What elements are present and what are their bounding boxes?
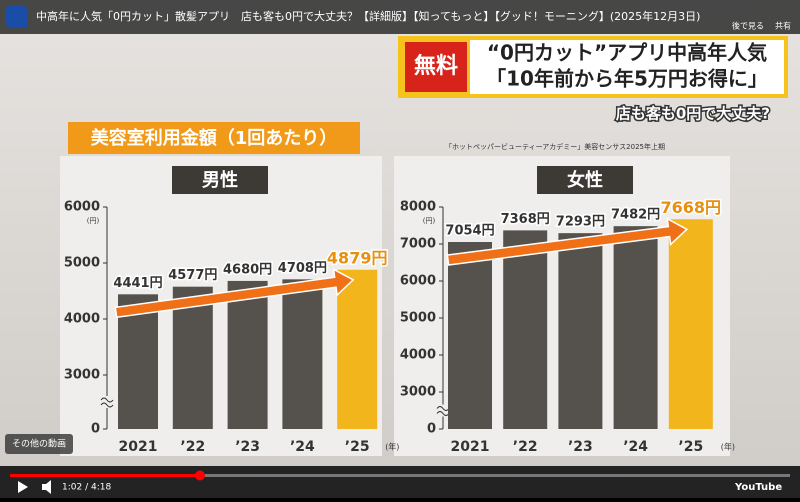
value-label: 4680円 [223, 262, 272, 277]
banner-sub: 店も客も0円で大丈夫? [616, 105, 770, 123]
value-label: 4708円 [278, 261, 327, 276]
value-label: 7482円 [611, 208, 660, 223]
bar [448, 242, 492, 429]
value-label: 4441円 [113, 276, 162, 291]
badge: 無料 [414, 53, 458, 79]
chart-title: 男性 [202, 169, 238, 191]
value-label: 4577円 [168, 268, 217, 283]
bar [558, 233, 603, 429]
axis-break [100, 397, 114, 408]
axis-break-gap [437, 404, 449, 417]
x-tick-label: ’23 [568, 439, 593, 455]
bar [503, 230, 548, 429]
control-bar [0, 466, 800, 498]
brand[interactable]: YouTube [734, 482, 782, 493]
x-tick-label: ’25 [345, 439, 370, 455]
chart-title-box [172, 166, 268, 194]
y-tick-label: 5000 [400, 311, 436, 326]
bar [668, 219, 713, 429]
bar [172, 286, 213, 429]
x-tick-label: ’22 [513, 439, 538, 455]
badge-box [405, 42, 467, 92]
banner-line1: “0円カット”アプリ中高年人気 [487, 41, 767, 65]
section-title-box [68, 122, 360, 154]
y-tick-label: 4000 [64, 312, 100, 327]
progress-handle[interactable] [195, 470, 205, 481]
bar [227, 280, 268, 429]
y-unit: (円) [87, 217, 100, 225]
axis-break [436, 406, 450, 416]
bar [613, 226, 658, 429]
x-unit: (年) [721, 442, 735, 452]
volume-button[interactable] [42, 480, 51, 494]
y-tick-label: 3000 [64, 368, 100, 383]
y-tick-label: 3000 [400, 385, 436, 400]
y-tick-label: 6000 [64, 200, 100, 215]
y-tick-label: 7000 [400, 237, 436, 252]
time: 1:02 / 4:18 [62, 483, 111, 493]
axis-break-gap [101, 396, 113, 408]
chart-title-box [537, 166, 633, 194]
video-title[interactable]: 中高年に人気「0円カット」散髪アプリ 店も客も0円で大丈夫？【詳細版】【知っても… [36, 9, 700, 23]
value-label: 7293円 [556, 215, 605, 230]
progress-played [10, 474, 200, 477]
panel [60, 156, 382, 456]
value-label: 7668円 [661, 198, 722, 217]
banner-inner [470, 40, 784, 94]
y-tick-label: 0 [91, 422, 100, 437]
x-tick-label: 2021 [119, 439, 158, 455]
share[interactable]: 共有 [775, 21, 791, 31]
x-tick-label: ’24 [290, 439, 315, 455]
channel-icon[interactable] [6, 6, 28, 28]
progress-track[interactable] [10, 474, 790, 477]
chart-title: 女性 [567, 169, 603, 191]
x-tick-label: ’23 [235, 439, 260, 455]
x-tick-label: ’24 [623, 439, 648, 455]
more-videos[interactable]: その他の動画 [12, 438, 66, 450]
y-tick-label: 0 [427, 422, 436, 437]
y-unit: (円) [423, 217, 436, 225]
trend-arrow [114, 267, 355, 319]
play-button[interactable] [18, 481, 28, 493]
x-unit: (年) [385, 442, 399, 452]
trend-arrow [446, 217, 689, 266]
x-tick-label: ’25 [678, 439, 703, 455]
value-label: 4879円 [327, 248, 388, 267]
y-tick-label: 4000 [400, 348, 436, 363]
top-bar [0, 0, 800, 34]
y-tick-label: 6000 [400, 274, 436, 289]
y-tick-label: 8000 [400, 200, 436, 215]
bar [337, 269, 378, 429]
section-title: 美容室利用金額（1回あたり） [91, 127, 338, 149]
watch-later[interactable]: 後で見る [732, 21, 764, 31]
bar [282, 279, 323, 429]
banner-line2: 「10年前から年5万円お得に」 [486, 67, 768, 91]
x-tick-label: 2021 [451, 439, 490, 455]
y-tick-label: 5000 [64, 256, 100, 271]
source: 「ホットペッパービューティーアカデミー」美容センサス2025年上期 [445, 142, 665, 151]
more-videos-button[interactable] [5, 434, 73, 454]
value-label: 7368円 [501, 212, 550, 227]
x-tick-label: ’22 [180, 439, 205, 455]
value-label: 7054円 [445, 224, 494, 239]
